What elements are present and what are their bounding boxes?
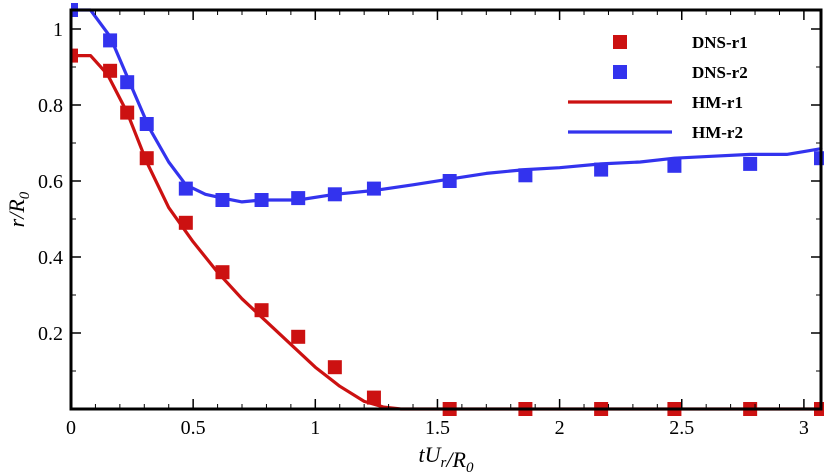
- legend-label: DNS-r2: [692, 63, 748, 82]
- data-point-dns-r2: [442, 174, 457, 188]
- y-tick-label: 1: [53, 19, 63, 41]
- data-point-dns-r2: [215, 193, 230, 207]
- data-point-dns-r1: [103, 63, 118, 78]
- x-tick-label: 1.5: [425, 417, 450, 439]
- data-point-dns-r1: [327, 360, 342, 375]
- legend-label: HM-r1: [692, 93, 743, 112]
- x-tick-label: 1: [310, 417, 320, 439]
- data-point-dns-r2: [327, 187, 342, 202]
- data-point-dns-r2: [743, 156, 758, 171]
- legend-item-dns-r2: DNS-r2: [613, 63, 748, 82]
- x-axis-title: tUr/R0: [419, 442, 474, 472]
- x-tick-label: 0: [66, 417, 76, 439]
- y-axis-title: r/R0: [4, 191, 33, 227]
- legend-item-hm-r2: HM-r2: [568, 123, 743, 142]
- data-point-dns-r2: [814, 151, 824, 166]
- data-point-dns-r2: [291, 191, 306, 206]
- legend-item-hm-r1: HM-r1: [568, 93, 743, 112]
- data-point-dns-r2: [667, 158, 682, 173]
- x-tick-label: 0.5: [181, 417, 206, 439]
- plot-frame: [69, 8, 823, 411]
- y-tick-label: 0.8: [38, 95, 63, 117]
- data-point-dns-r1: [178, 215, 193, 230]
- y-tick-label: 0.2: [38, 323, 63, 345]
- data-point-dns-r2: [139, 117, 154, 131]
- y-tick-label: 0.6: [38, 171, 63, 193]
- data-point-dns-r1: [291, 329, 306, 344]
- data-point-dns-r1: [120, 105, 135, 120]
- data-point-dns-r2: [103, 33, 118, 48]
- legend-marker: [613, 35, 627, 49]
- data-point-dns-r1: [366, 390, 381, 405]
- data-point-dns-r2: [518, 168, 533, 183]
- legend-marker: [613, 65, 627, 79]
- data-point-dns-r1: [254, 303, 269, 318]
- data-point-dns-r2: [594, 162, 609, 177]
- data-point-dns-r2: [120, 75, 135, 90]
- x-tick-label: 2: [555, 417, 565, 439]
- data-point-dns-r1: [139, 151, 154, 166]
- x-tick-label: 3: [799, 417, 809, 439]
- data-point-dns-r2: [178, 181, 193, 196]
- legend-label: DNS-r1: [692, 33, 748, 52]
- data-point-dns-r1: [215, 265, 230, 280]
- legend-label: HM-r2: [692, 123, 743, 142]
- legend-item-dns-r1: DNS-r1: [613, 33, 748, 52]
- data-point-dns-r2: [366, 181, 381, 196]
- x-tick-label: 2.5: [669, 417, 694, 439]
- data-point-dns-r1: [71, 48, 78, 63]
- y-tick-label: 0.4: [38, 247, 63, 269]
- data-point-dns-r2: [254, 193, 269, 207]
